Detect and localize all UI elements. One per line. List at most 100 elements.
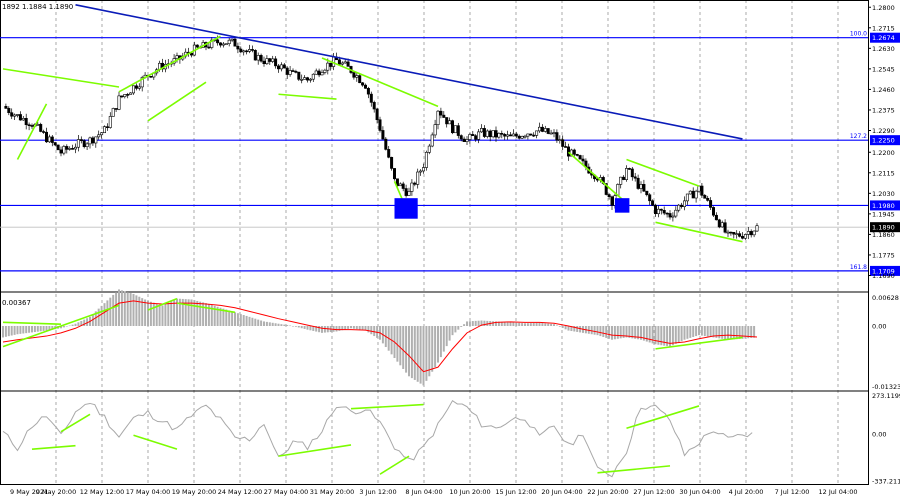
candle-body bbox=[24, 118, 28, 125]
candle-body bbox=[468, 134, 472, 140]
level-price-tag bbox=[870, 200, 900, 211]
candle-body bbox=[274, 58, 278, 67]
candle-body bbox=[363, 84, 367, 89]
price-tick-label: 1.2200 bbox=[872, 149, 895, 157]
macd-histogram-bar bbox=[341, 326, 344, 331]
candle-body bbox=[7, 108, 11, 113]
candle-body bbox=[659, 208, 663, 211]
candle-body bbox=[268, 58, 272, 62]
macd-histogram-bar bbox=[709, 326, 712, 337]
macd-histogram-bar bbox=[62, 326, 65, 328]
macd-histogram-bar bbox=[141, 298, 144, 326]
candle-body bbox=[479, 128, 483, 133]
macd-histogram-bar bbox=[106, 300, 109, 326]
candle-body bbox=[558, 139, 562, 141]
macd-histogram-bar bbox=[118, 289, 120, 326]
candle-body bbox=[129, 92, 133, 95]
macd-histogram-bar bbox=[80, 320, 83, 326]
candle-body bbox=[10, 112, 14, 117]
macd-histogram-bar bbox=[170, 301, 173, 326]
candle-body bbox=[520, 136, 524, 139]
macd-histogram-bar bbox=[547, 323, 550, 326]
macd-histogram-bar bbox=[410, 326, 413, 379]
macd-histogram-bar bbox=[741, 326, 744, 339]
candle-body bbox=[323, 69, 327, 73]
candle-body bbox=[401, 183, 405, 189]
candle-body bbox=[120, 95, 124, 98]
macd-histogram-bar bbox=[300, 326, 303, 329]
candle-body bbox=[688, 190, 692, 195]
macd-histogram-bar bbox=[22, 326, 25, 334]
macd-histogram-bar bbox=[236, 313, 239, 326]
macd-histogram-bar bbox=[199, 301, 202, 326]
macd-histogram-bar bbox=[471, 321, 474, 326]
candle-body bbox=[50, 136, 54, 143]
candle-body bbox=[564, 146, 568, 148]
level-price-tag bbox=[870, 265, 900, 276]
candle-body bbox=[395, 178, 399, 187]
candle-body bbox=[494, 130, 498, 138]
macd-histogram-bar bbox=[45, 326, 48, 331]
candle-body bbox=[47, 136, 51, 143]
candle-body bbox=[137, 86, 141, 89]
candle-body bbox=[210, 39, 214, 48]
macd-histogram-bar bbox=[51, 326, 54, 330]
macd-histogram-bar bbox=[152, 302, 155, 326]
candle-body bbox=[253, 50, 257, 61]
macd-histogram-bar bbox=[416, 326, 419, 382]
macd-histogram-bar bbox=[434, 326, 437, 368]
candle-body bbox=[343, 61, 347, 64]
macd-histogram-bar bbox=[657, 326, 660, 345]
candle-body bbox=[517, 135, 521, 139]
macd-histogram-bar bbox=[71, 324, 74, 326]
macd-histogram-bar bbox=[161, 305, 164, 326]
macd-histogram-bar bbox=[515, 322, 518, 326]
macd-histogram-bar bbox=[463, 324, 466, 326]
candle-body bbox=[532, 134, 536, 137]
macd-histogram-bar bbox=[721, 326, 724, 339]
cci-tick-label: -337.2115 bbox=[872, 477, 900, 485]
candle-body bbox=[511, 133, 515, 137]
candle-body bbox=[555, 132, 559, 141]
macd-histogram-bar bbox=[553, 324, 555, 326]
time-tick-label: 7 Jul 12:00 bbox=[775, 488, 810, 496]
macd-histogram-bar bbox=[408, 326, 410, 377]
candle-body bbox=[755, 225, 759, 232]
candle-body bbox=[245, 50, 249, 53]
current-price-tag-label: 1.1890 bbox=[872, 224, 895, 232]
macd-histogram-bar bbox=[123, 291, 126, 326]
macd-histogram-bar bbox=[724, 326, 727, 340]
candle-body bbox=[485, 130, 489, 137]
cci-axis: 273.1199 0.00 -337.2115 bbox=[872, 392, 900, 485]
candle-body bbox=[303, 77, 307, 80]
time-tick-label: 4 Jul 20:00 bbox=[729, 488, 764, 496]
level-price-tag-label: 1.1709 bbox=[872, 267, 895, 275]
macd-histogram-bar bbox=[526, 323, 529, 326]
macd-histogram-bar bbox=[602, 326, 605, 337]
macd-histogram-bar bbox=[225, 309, 228, 326]
time-tick-label: 20 Jun 04:00 bbox=[541, 488, 582, 496]
macd-histogram-bar bbox=[555, 325, 558, 326]
macd-histogram-bar bbox=[480, 320, 483, 326]
candle-body bbox=[752, 230, 756, 236]
candle-body bbox=[633, 176, 637, 179]
macd-histogram-bar bbox=[439, 326, 442, 358]
macd-histogram-bar bbox=[671, 326, 674, 346]
candle-body bbox=[375, 108, 379, 121]
candle-body bbox=[387, 149, 391, 158]
candle-body bbox=[340, 62, 344, 65]
candle-body bbox=[662, 210, 666, 214]
candle-body bbox=[436, 110, 440, 125]
candle-body bbox=[529, 133, 533, 136]
macd-histogram-bar bbox=[164, 304, 167, 326]
macd-histogram-bar bbox=[112, 294, 115, 326]
candle-body bbox=[462, 138, 466, 142]
candle-body bbox=[42, 131, 46, 133]
macd-histogram-bar bbox=[677, 326, 680, 343]
macd-histogram-bar bbox=[350, 326, 352, 329]
price-tick-label: 1.2800 bbox=[872, 4, 895, 12]
candle-body bbox=[491, 130, 495, 138]
cci-divergence-line bbox=[626, 405, 700, 430]
candle-body bbox=[665, 212, 669, 215]
